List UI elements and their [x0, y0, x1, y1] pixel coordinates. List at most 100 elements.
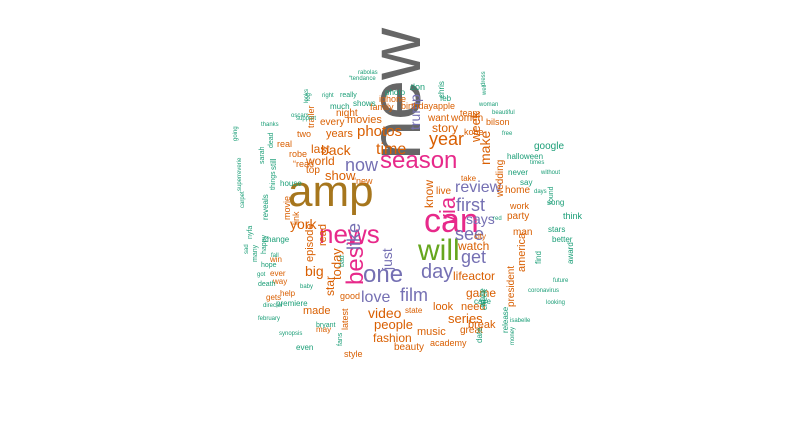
word-123: free [502, 131, 513, 137]
word-131: money [510, 326, 516, 345]
word-15: love [361, 289, 391, 306]
word-5: will [418, 234, 460, 267]
word-1: amp [288, 167, 374, 216]
word-76: take [461, 174, 477, 183]
word-87: movie [282, 195, 292, 220]
word-129: looking [546, 300, 566, 306]
word-13: like [344, 222, 364, 250]
word-64: great [460, 325, 483, 336]
word-126: days [534, 189, 547, 195]
word-99: think [563, 211, 583, 221]
word-159: bad [339, 255, 346, 267]
word-65: beauty [394, 342, 425, 353]
word-78: state [405, 306, 423, 315]
word-105: find [534, 251, 543, 264]
word-66: academy [430, 338, 467, 348]
word-86: link [291, 211, 301, 225]
word-16: review [455, 179, 502, 196]
word-113: chris [437, 81, 446, 98]
word-160: red [493, 216, 502, 222]
word-151: superreverie [237, 157, 243, 191]
word-42: fashion [373, 331, 412, 345]
word-19: says [466, 211, 495, 227]
word-77: city [474, 232, 486, 241]
word-120: rabolas [358, 70, 378, 76]
word-74: team [460, 108, 481, 118]
word-35: story [432, 121, 459, 135]
word-156: dead [268, 132, 275, 148]
word-137: premiere [276, 299, 308, 308]
word-21: trump [407, 94, 423, 130]
word-119: “tendance [349, 76, 376, 82]
word-62: party [507, 211, 530, 222]
word-145: reveals [261, 194, 270, 220]
word-164: nyfa [247, 225, 254, 239]
word-122: woman [479, 102, 499, 108]
word-154: support [296, 116, 317, 122]
word-149: sarah [259, 146, 266, 164]
word-104: award [566, 242, 575, 264]
word-17: get [461, 247, 487, 267]
word-130: isabelle [510, 318, 531, 324]
word-138: baby [300, 284, 314, 290]
word-146: house [280, 179, 302, 188]
word-116: shows [353, 99, 376, 108]
word-79: work [510, 201, 530, 211]
word-136: director [263, 303, 284, 309]
word-158: fall [271, 253, 279, 259]
word-36: big [305, 263, 324, 279]
word-44: look [433, 301, 454, 313]
word-55: live [436, 186, 452, 197]
word-25: people [374, 317, 414, 332]
word-103: found [548, 186, 555, 204]
word-49: last [311, 142, 330, 156]
word-92: may [316, 325, 332, 334]
word-52: night [336, 108, 358, 119]
word-7: one [363, 261, 404, 288]
word-89: ever [270, 269, 286, 278]
word-115: much [330, 102, 350, 111]
word-11: film [400, 285, 428, 305]
word-2: can [424, 202, 479, 240]
word-117: really [340, 92, 357, 99]
word-96: halloween [507, 152, 544, 161]
word-23: photos [357, 123, 403, 140]
word-94: bilson [486, 117, 510, 127]
word-102: song [547, 198, 565, 207]
word-37: episode [304, 223, 316, 262]
word-51: movies [347, 114, 382, 126]
word-14: just [379, 248, 395, 270]
word-150: going [233, 126, 239, 141]
word-124: times [530, 160, 545, 166]
word-141: hope [261, 262, 277, 269]
word-106: release [501, 306, 510, 333]
word-43: music [417, 326, 446, 338]
word-22: time [376, 141, 407, 158]
word-40: lifeactor [453, 269, 496, 283]
word-135: synopsis [279, 331, 303, 337]
word-157: oscars [291, 113, 309, 119]
word-38: read [317, 223, 329, 246]
word-30: know [422, 179, 436, 208]
word-81: “read [293, 159, 315, 169]
word-18: see [455, 224, 485, 244]
word-70: birthday [401, 101, 434, 111]
word-83: robe [289, 149, 308, 159]
word-90: win [270, 255, 283, 264]
word-133: bryant [316, 322, 336, 329]
word-45: need [461, 301, 486, 313]
word-114: photo [385, 88, 406, 97]
word-31: back [321, 142, 351, 158]
word-41: game [466, 286, 497, 300]
word-84: two [297, 129, 312, 139]
word-47: made [303, 305, 331, 317]
word-153: thanks [261, 122, 279, 128]
word-54: top [306, 165, 320, 176]
word-128: future [553, 278, 569, 284]
word-109: date [475, 327, 484, 343]
word-163: sad [244, 244, 250, 254]
word-33: series [448, 311, 483, 326]
word-9: first [456, 195, 485, 215]
word-166: dress [481, 71, 487, 86]
word-112: don [410, 82, 426, 92]
